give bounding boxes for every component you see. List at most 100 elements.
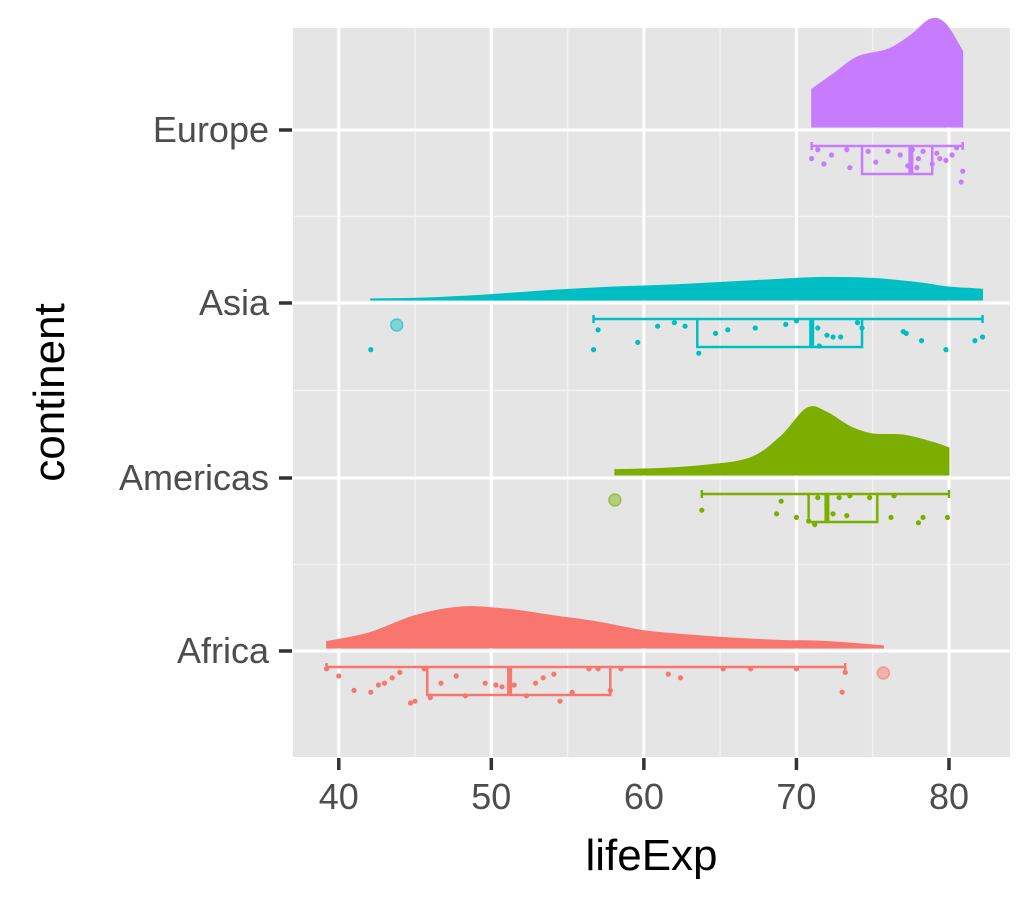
rain-point (665, 671, 671, 677)
rain-point (532, 680, 539, 686)
rain-point (725, 327, 731, 333)
rain-point (407, 700, 414, 706)
rain-point (873, 159, 879, 165)
rain-point (677, 675, 684, 681)
rain-point (859, 325, 865, 331)
x-tick-label: 60 (624, 776, 664, 817)
rain-point (885, 148, 891, 154)
rain-point (809, 321, 815, 327)
rain-point (748, 666, 754, 672)
rain-point (523, 693, 530, 699)
rain-point (482, 680, 488, 686)
box (425, 665, 612, 697)
rain-point (847, 493, 853, 499)
rain-point (493, 682, 499, 688)
y-tick-label: Africa (177, 630, 270, 671)
x-tick-label: 80 (929, 776, 969, 817)
rain-point (375, 682, 382, 688)
box (807, 492, 879, 524)
rain-point (960, 168, 966, 174)
rain-point (914, 165, 920, 171)
rain-point (793, 666, 800, 672)
rain-point (499, 684, 505, 690)
y-tick-label: Europe (153, 109, 269, 150)
rain-point (824, 332, 830, 338)
jitter-points (323, 145, 986, 706)
rain-point (909, 147, 915, 153)
rain-point (903, 330, 909, 336)
rain-point (618, 666, 624, 672)
rain-point (905, 163, 911, 169)
y-tick-label: Asia (199, 282, 270, 323)
rain-point (918, 338, 925, 344)
rain-point (323, 666, 330, 672)
x-tick-label: 70 (776, 776, 816, 817)
outlier-points (389, 318, 891, 680)
rain-point (920, 514, 926, 521)
rain-point (397, 669, 403, 676)
rain-point (934, 150, 940, 156)
rain-point (655, 323, 661, 329)
rain-point (972, 338, 978, 344)
rain-point (453, 673, 459, 679)
density-cloud-europe (811, 17, 964, 128)
rain-point (773, 511, 780, 517)
rain-point (854, 320, 861, 326)
rain-point (815, 325, 821, 331)
x-axis: 40 50 60 70 80 (319, 758, 969, 817)
rain-point (847, 165, 853, 171)
rain-point (586, 666, 592, 672)
rain-point (842, 669, 848, 676)
rain-point (793, 318, 800, 324)
rain-point (551, 671, 557, 677)
density-clouds (326, 17, 984, 649)
boxplots (325, 142, 984, 697)
rain-point (920, 148, 926, 154)
rain-point (682, 323, 688, 329)
rain-point (844, 513, 850, 519)
grid-minor (293, 28, 1010, 757)
rain-point (958, 179, 964, 185)
rain-point (891, 493, 897, 499)
rain-point (351, 687, 357, 694)
outlier-point (876, 666, 891, 680)
rain-point (815, 147, 821, 153)
y-axis-title: continent (25, 303, 74, 482)
box (696, 317, 864, 349)
rain-point (929, 161, 935, 167)
rain-point (783, 321, 789, 327)
rain-point (511, 682, 517, 688)
density-cloud-africa (326, 606, 884, 649)
density-cloud-asia (370, 276, 984, 301)
rain-point (607, 687, 613, 694)
rain-point (897, 152, 903, 158)
rain-point (812, 522, 818, 528)
rain-point (462, 693, 468, 699)
rain-point (540, 675, 546, 681)
rain-point (839, 689, 845, 695)
rain-point (915, 156, 922, 162)
rain-point (844, 147, 850, 153)
rain-point (712, 330, 719, 336)
rain-point (699, 507, 705, 513)
boxplot-americas (700, 490, 951, 524)
rain-point (752, 325, 758, 331)
rain-point (954, 145, 960, 151)
rain-point (828, 152, 835, 158)
rain-point (949, 152, 955, 158)
rain-point (793, 514, 800, 521)
rain-point (557, 698, 563, 704)
rain-point (888, 514, 894, 521)
rain-point (389, 675, 395, 681)
rain-point (915, 520, 922, 526)
y-axis: Africa Americas Asia Europe (119, 109, 292, 671)
rain-point (809, 156, 815, 162)
rain-point (824, 502, 830, 508)
density-cloud-americas (614, 406, 950, 476)
rain-point (696, 350, 702, 356)
rain-point (821, 161, 827, 167)
rain-point (381, 680, 388, 686)
rain-point (778, 498, 784, 504)
rain-point (815, 495, 821, 501)
